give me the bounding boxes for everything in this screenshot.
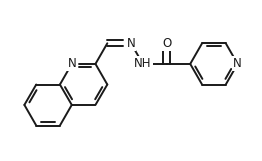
Text: NH: NH	[134, 57, 152, 70]
Text: O: O	[162, 37, 171, 50]
Text: N: N	[67, 57, 76, 70]
Text: N: N	[127, 37, 135, 50]
Text: N: N	[233, 57, 242, 70]
